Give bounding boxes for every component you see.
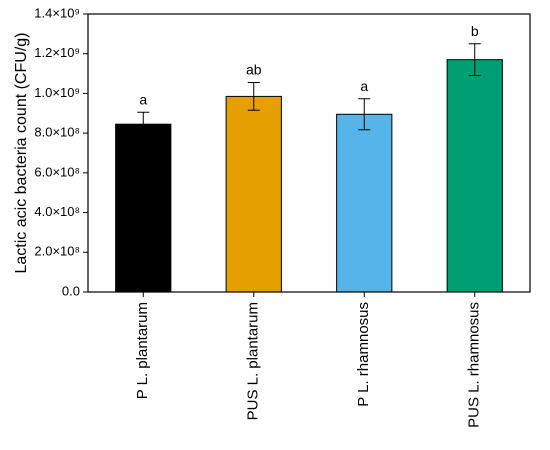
y-tick-label: 0.0	[62, 283, 80, 298]
y-tick-label: 4.0×10⁸	[34, 204, 80, 219]
bar	[336, 113, 393, 293]
y-axis-label: Lactic acic bacteria count (CFU/g)	[13, 33, 30, 274]
plot-frame	[87, 13, 531, 293]
y-tick-label: 1.2×10⁹	[34, 45, 80, 60]
y-tick-label: 1.4×10⁹	[34, 5, 80, 20]
error-bar	[468, 43, 481, 77]
x-tick-label: PUS L. rhamnosus	[466, 302, 483, 428]
annotation: ab	[246, 62, 262, 78]
annotation: b	[471, 23, 479, 39]
annotation: a	[360, 78, 368, 94]
y-tick-label: 8.0×10⁸	[34, 125, 80, 140]
error-bar	[358, 98, 371, 131]
y-tick-label: 6.0×10⁸	[34, 164, 80, 179]
error-bar	[137, 111, 150, 137]
annotation: a	[139, 91, 147, 107]
x-tick-label: P L. plantarum	[134, 302, 151, 399]
y-tick-label: 2.0×10⁸	[34, 244, 80, 259]
bar	[115, 123, 172, 293]
x-tick-label: P L. rhamnosus	[355, 302, 372, 407]
bar	[225, 95, 282, 293]
error-bar	[247, 82, 260, 111]
x-tick-label: PUS L. plantarum	[245, 302, 262, 420]
bar	[446, 59, 503, 293]
y-tick-label: 1.0×10⁹	[34, 85, 80, 100]
